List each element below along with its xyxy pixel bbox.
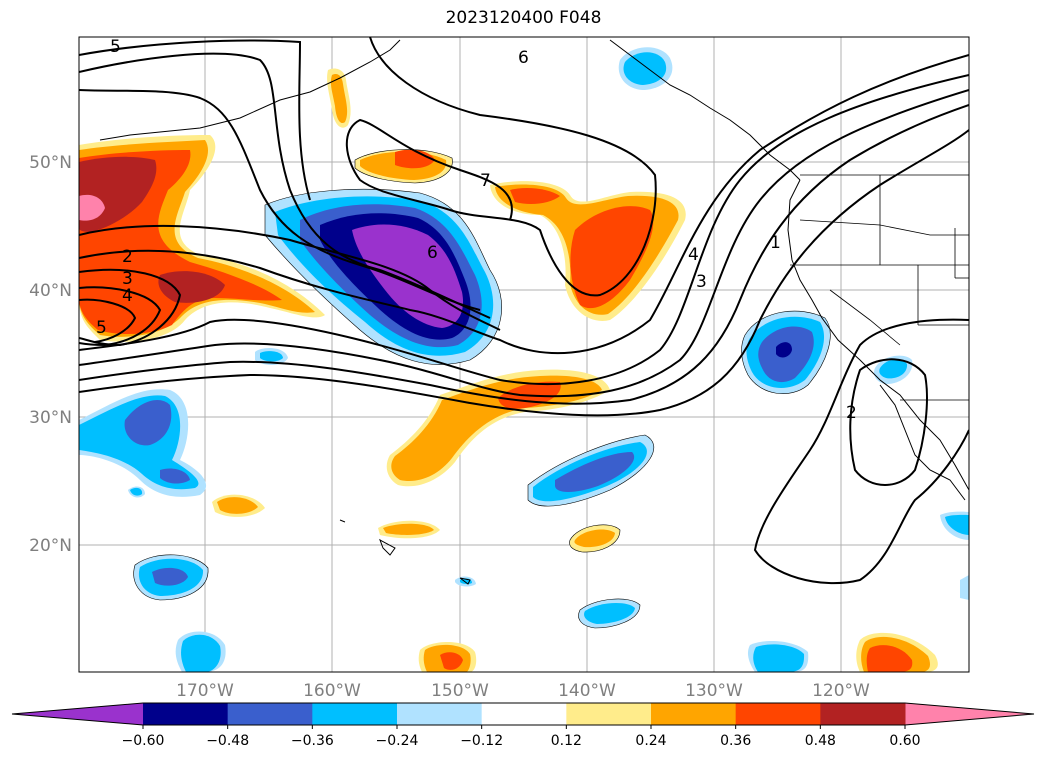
- negative-anomaly-california: [741, 311, 831, 394]
- lat-label: 20°N: [29, 536, 72, 556]
- colorbar-swatch: [566, 703, 652, 725]
- map-area: 5 6 7 6 2 3 4 5 4 3 1 2: [79, 37, 969, 672]
- map-frame: [78, 36, 970, 673]
- contour-label: 6: [518, 48, 529, 68]
- negative-anomaly-central-south: [528, 435, 654, 507]
- contour-label: 2: [846, 403, 857, 423]
- lon-label: 170°W: [176, 681, 234, 701]
- colorbar-tick-label: 0.24: [635, 733, 666, 749]
- coastlines: [99, 39, 969, 585]
- negative-anomaly-south: [133, 348, 969, 672]
- colorbar-swatch: [735, 703, 821, 725]
- contour-label: 4: [688, 245, 699, 265]
- contour-label: 4: [122, 286, 133, 306]
- contour-lines: [79, 37, 969, 585]
- colorbar-tick-label: 0.36: [720, 733, 751, 749]
- lon-label: 150°W: [431, 681, 489, 701]
- colorbar-tick-label: 0.60: [889, 733, 920, 749]
- lat-label: 40°N: [29, 281, 72, 301]
- colorbar-swatch: [651, 703, 737, 725]
- negative-anomaly-southwest: [79, 389, 207, 498]
- colorbar-extend-high: [905, 703, 1034, 725]
- colorbar-swatch: [481, 703, 567, 725]
- lon-label: 120°W: [812, 681, 870, 701]
- contour-label: 1: [770, 233, 781, 253]
- colorbar-tick-label: −0.24: [376, 733, 419, 749]
- latitude-labels: 50°N 40°N 30°N 20°N: [29, 153, 72, 556]
- map-title: 2023120400 F048: [445, 8, 602, 28]
- lon-label: 130°W: [685, 681, 743, 701]
- colorbar-swatch: [227, 703, 313, 725]
- colorbar-swatch: [820, 703, 906, 725]
- lon-label: 160°W: [303, 681, 361, 701]
- colorbar-tick-label: −0.48: [206, 733, 249, 749]
- colorbar-extend-low: [12, 703, 143, 725]
- contour-label: 6: [427, 243, 438, 263]
- lat-label: 50°N: [29, 153, 72, 173]
- contour-labels: 5 6 7 6 2 3 4 5 4 3 1 2: [96, 37, 857, 423]
- contour-label: 3: [696, 272, 707, 292]
- graticule: [79, 37, 969, 672]
- contour-label: 5: [110, 37, 121, 57]
- colorbar-tick-label: 0.48: [805, 733, 836, 749]
- lon-label: 140°W: [558, 681, 616, 701]
- colorbar-swatch: [143, 703, 229, 725]
- colorbar-tick-label: 0.12: [551, 733, 582, 749]
- colorbar-tick-label: −0.60: [122, 733, 165, 749]
- colorbar-swatch: [312, 703, 398, 725]
- contour-label: 5: [96, 318, 107, 338]
- contour-label: 2: [122, 247, 133, 267]
- colorbar-tick-label: −0.12: [460, 733, 503, 749]
- anomaly-outlines: [133, 149, 831, 629]
- positive-anomaly-north: [327, 68, 453, 183]
- negative-anomaly-socal: [874, 355, 913, 385]
- colorbar-tick-label: −0.36: [291, 733, 334, 749]
- positive-anomaly-east: [490, 181, 686, 321]
- lat-label: 30°N: [29, 408, 72, 428]
- negative-anomaly-central: [265, 189, 502, 365]
- negative-anomaly-alaska: [618, 47, 673, 90]
- contour-label: 3: [122, 269, 133, 289]
- colorbar-swatch: [397, 703, 483, 725]
- contour-label: 7: [480, 171, 491, 191]
- positive-anomaly-west: [79, 135, 325, 342]
- longitude-labels: 170°W 160°W 150°W 140°W 130°W 120°W: [176, 681, 870, 701]
- colorbar: −0.60 −0.48 −0.36 −0.24 −0.12 0.12 0.24 0.36 0.4…: [11, 702, 1035, 749]
